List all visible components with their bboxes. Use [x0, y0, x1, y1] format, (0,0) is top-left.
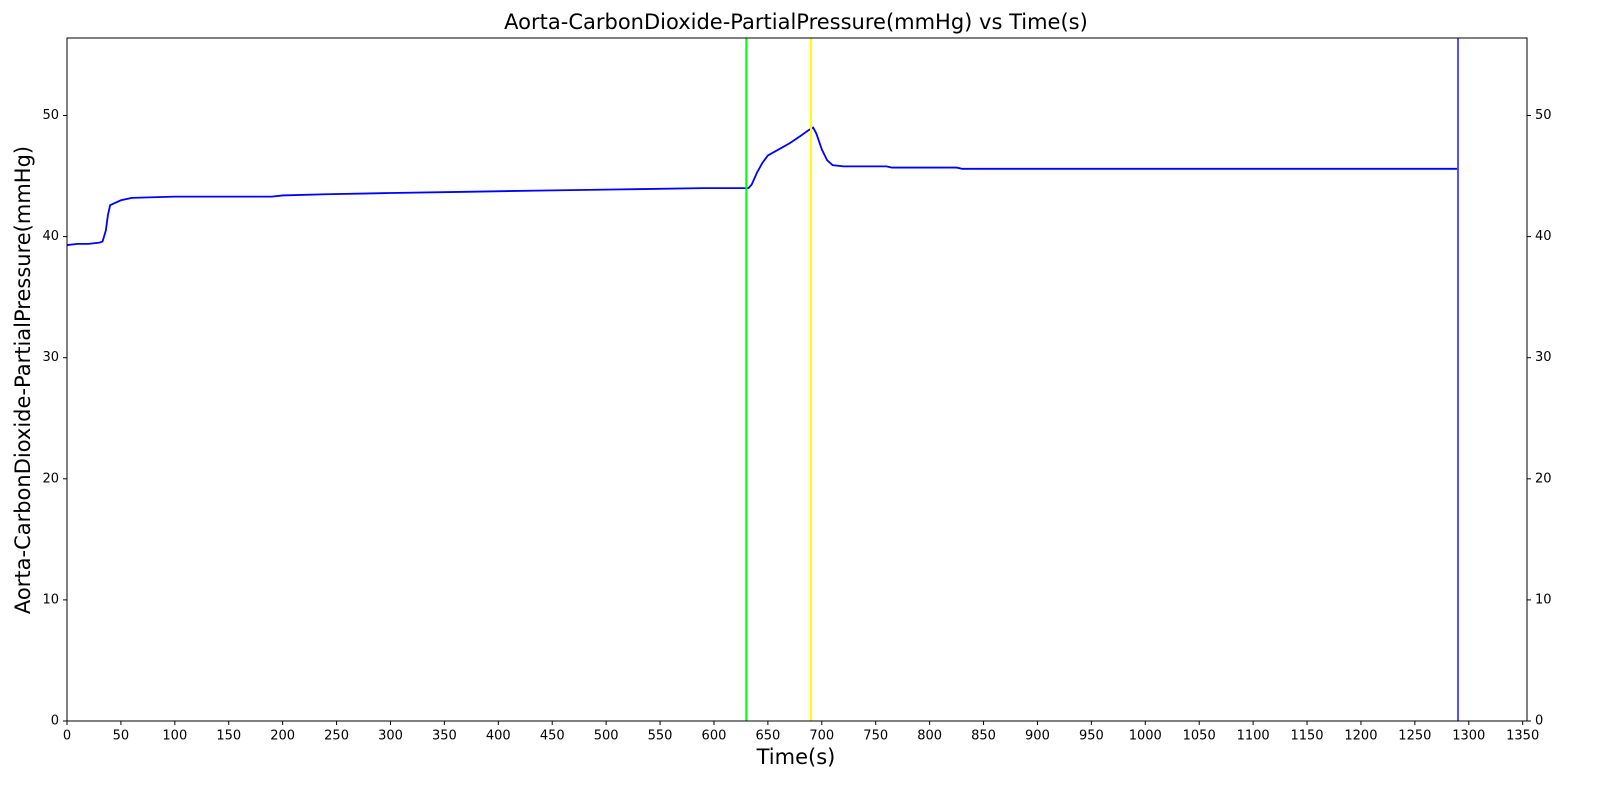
x-tick-label: 100: [162, 729, 187, 744]
x-tick-label: 1300: [1452, 729, 1485, 744]
y-tick-label: 20: [42, 471, 59, 486]
x-tick-label: 550: [648, 729, 673, 744]
x-tick-label: 800: [917, 729, 942, 744]
y2-tick-label: 30: [1535, 350, 1552, 365]
x-tick-label: 1250: [1398, 729, 1431, 744]
x-tick-label: 950: [1079, 729, 1104, 744]
x-tick-label: 850: [971, 729, 996, 744]
y2-tick-label: 40: [1535, 229, 1552, 244]
x-tick-label: 1200: [1344, 729, 1377, 744]
x-tick-label: 700: [809, 729, 834, 744]
x-tick-label: 1100: [1237, 729, 1270, 744]
x-tick-label: 600: [702, 729, 727, 744]
y2-tick-label: 10: [1535, 592, 1552, 607]
y-tick-label: 0: [51, 714, 59, 729]
x-tick-label: 1150: [1290, 729, 1323, 744]
y-tick-label: 10: [42, 592, 59, 607]
y-axis-label: Aorta-CarbonDioxide-PartialPressure(mmHg…: [11, 146, 35, 614]
y2-tick-label: 20: [1535, 471, 1552, 486]
x-axis-label: Time(s): [756, 745, 836, 769]
x-tick-label: 650: [755, 729, 780, 744]
chart-title: Aorta-CarbonDioxide-PartialPressure(mmHg…: [504, 10, 1088, 34]
x-tick-label: 150: [216, 729, 241, 744]
x-tick-label: 450: [540, 729, 565, 744]
x-tick-label: 300: [378, 729, 403, 744]
x-tick-label: 0: [63, 729, 71, 744]
x-tick-label: 1350: [1506, 729, 1539, 744]
plot-frame: [66, 37, 1528, 722]
x-tick-label: 900: [1025, 729, 1050, 744]
x-tick-label: 200: [270, 729, 295, 744]
x-tick-label: 400: [486, 729, 511, 744]
x-tick-label: 1000: [1129, 729, 1162, 744]
x-tick-label: 50: [113, 729, 130, 744]
y-tick-label: 30: [42, 350, 59, 365]
y2-tick-label: 0: [1535, 714, 1543, 729]
x-tick-label: 750: [863, 729, 888, 744]
x-tick-label: 350: [432, 729, 457, 744]
x-tick-label: 500: [594, 729, 619, 744]
data-line: [66, 126, 1458, 246]
x-tick-label: 250: [324, 729, 349, 744]
y-tick-label: 50: [42, 108, 59, 123]
y2-tick-label: 50: [1535, 108, 1552, 123]
x-tick-label: 1050: [1183, 729, 1216, 744]
y-tick-label: 40: [42, 229, 59, 244]
